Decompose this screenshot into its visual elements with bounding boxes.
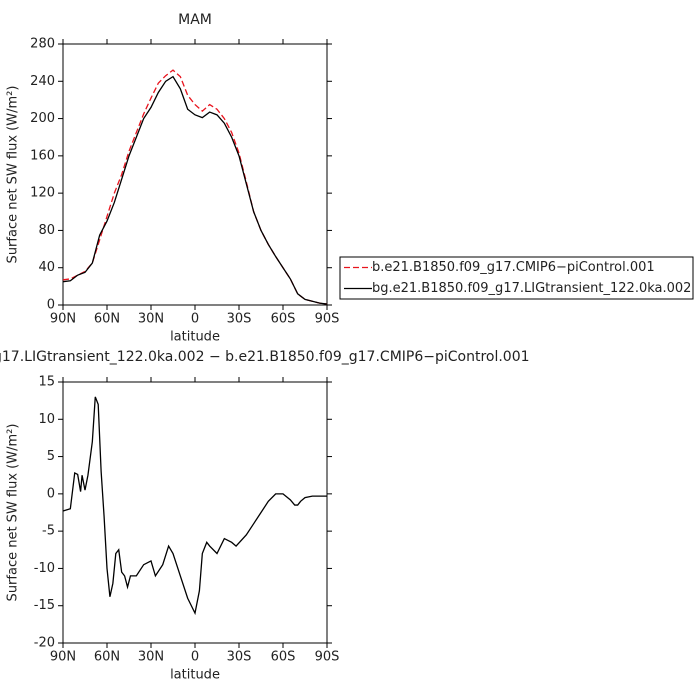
y-tick-label: 160 — [30, 148, 55, 163]
plot-frame — [62, 381, 328, 644]
y-tick-label: 280 — [30, 37, 55, 52]
x-axis-label: latitude — [170, 330, 220, 345]
y-axis-label: Surface net SW flux (W/m²) — [6, 424, 21, 602]
y-tick-label: 10 — [38, 412, 55, 427]
x-tick-label: 60S — [271, 312, 296, 327]
x-tick-label: 60N — [94, 312, 120, 327]
data-line — [62, 396, 327, 616]
y-tick-label: -15 — [34, 598, 55, 613]
y-tick-label: 0 — [47, 298, 55, 313]
y-tick-label: 15 — [38, 375, 55, 390]
x-tick-label: 30N — [138, 650, 164, 665]
x-tick-label: 90N — [50, 650, 76, 665]
x-tick-label: 30S — [227, 312, 252, 327]
y-axis-label: Surface net SW flux (W/m²) — [6, 86, 21, 264]
y-tick-label: 5 — [47, 449, 55, 464]
x-tick-label: 90S — [315, 312, 340, 327]
x-tick-label: 30N — [138, 312, 164, 327]
legend-label: bg.e21.B1850.f09_g17.LIGtransient_122.0k… — [372, 281, 691, 296]
x-tick-label: 60S — [271, 650, 296, 665]
y-tick-label: 240 — [30, 74, 55, 89]
data-line — [62, 75, 328, 305]
x-tick-label: 90S — [315, 650, 340, 665]
y-tick-label: 120 — [30, 186, 55, 201]
x-tick-label: 90N — [50, 312, 76, 327]
y-tick-label: 40 — [38, 260, 55, 275]
data-line — [62, 69, 328, 305]
y-tick-label: 0 — [47, 486, 55, 501]
chart-title: MAM — [178, 12, 212, 28]
x-tick-label: 30S — [227, 650, 252, 665]
x-tick-label: 0 — [191, 312, 199, 327]
plot-frame — [62, 43, 328, 306]
y-tick-label: 80 — [38, 223, 55, 238]
legend-label: b.e21.B1850.f09_g17.CMIP6−piControl.001 — [372, 260, 655, 275]
y-tick-label: -5 — [42, 524, 55, 539]
chart-title: bg.e21.B1850.f09_g17.LIGtransient_122.0k… — [0, 349, 530, 365]
y-tick-label: -20 — [34, 636, 55, 651]
legend-box — [339, 256, 694, 300]
y-tick-label: -10 — [34, 561, 55, 576]
y-tick-label: 200 — [30, 111, 55, 126]
x-tick-label: 60N — [94, 650, 120, 665]
x-tick-label: 0 — [191, 650, 199, 665]
x-axis-label: latitude — [170, 668, 220, 683]
